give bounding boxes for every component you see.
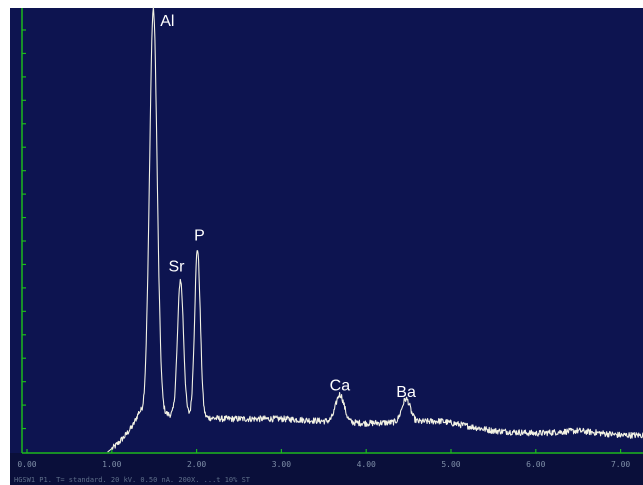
peak-label-ba: Ba (396, 384, 416, 401)
x-tick-label: 6.00 (526, 460, 545, 469)
x-tick-label: 4.00 (357, 460, 376, 469)
x-tick-label: 3.00 (272, 460, 291, 469)
x-axis-tick-labels: 0.00 1.00 2.00 3.00 4.00 5.00 6.00 7.00 (17, 460, 630, 469)
spectrum-series-line (107, 6, 643, 453)
peak-label-al: Al (160, 13, 174, 30)
peak-label-sr: Sr (168, 259, 185, 276)
footer-strip (10, 453, 643, 485)
y-axis-ticks (22, 29, 26, 430)
peak-labels: Al Sr P Ca Ba (160, 13, 416, 401)
peak-label-ca: Ca (330, 378, 351, 395)
x-tick-label: 5.00 (441, 460, 460, 469)
x-axis-ticks (26, 449, 622, 453)
x-tick-label: 2.00 (187, 460, 206, 469)
footer-caption: HGSW1 P1. T= standard. 20 kV. 0.50 nA. 2… (14, 476, 251, 484)
peak-label-p: P (194, 228, 205, 245)
plot-area-background (10, 8, 643, 453)
x-tick-label: 1.00 (102, 460, 121, 469)
x-tick-label: 7.00 (611, 460, 630, 469)
x-tick-label: 0.00 (17, 460, 36, 469)
